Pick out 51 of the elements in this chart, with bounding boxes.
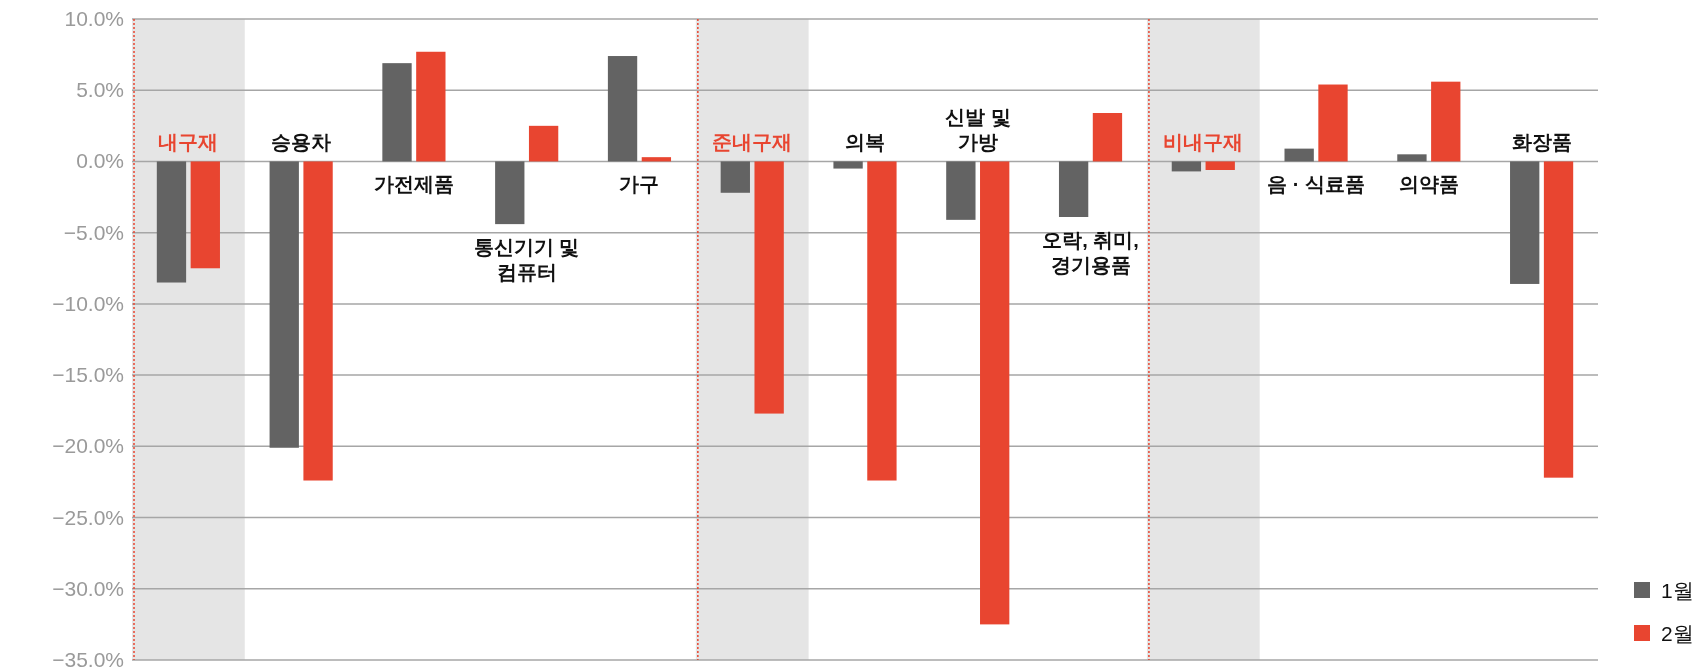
bar: [1205, 161, 1235, 170]
y-tick-label: −10.0%: [52, 291, 124, 315]
y-tick-label: −25.0%: [52, 505, 124, 529]
y-tick-label: −20.0%: [52, 434, 124, 458]
y-tick-label: 0.0%: [76, 149, 124, 173]
bar: [1092, 113, 1123, 162]
legend-label: 2월: [1661, 622, 1694, 645]
y-tick-label: 10.0%: [64, 7, 124, 30]
bar: [754, 161, 784, 414]
bar: [980, 161, 1010, 625]
bar: [641, 157, 672, 162]
x-tick-label: 오락, 취미, 경기용품: [1042, 229, 1139, 276]
legend-label: 1월: [1661, 579, 1694, 602]
bar: [528, 125, 559, 162]
x-tick-label: 신발 및 가방: [944, 106, 1011, 154]
x-tick-label: 준내구재: [712, 131, 793, 154]
x-tick-label: 내구재: [158, 131, 219, 154]
bar: [1284, 148, 1314, 162]
x-tick-label: 통신기기 및 컴퓨터: [473, 236, 580, 284]
x-tick-label: 가구: [619, 173, 660, 196]
bar: [833, 161, 863, 169]
bar: [946, 161, 976, 220]
bar: [156, 161, 187, 283]
bar: [1318, 84, 1348, 162]
bar: [382, 63, 412, 162]
bar: [495, 161, 525, 225]
x-tick-label: 음 · 식료품: [1267, 173, 1365, 196]
x-tick-label: 의복: [845, 131, 885, 154]
x-tick-label: 비내구재: [1163, 131, 1244, 154]
bar: [269, 161, 299, 448]
bar: [607, 56, 638, 162]
bar: [1543, 161, 1574, 478]
bar: [1510, 161, 1540, 284]
x-tick-label: 화장품: [1511, 131, 1572, 154]
bar: [416, 51, 446, 162]
bar: [867, 161, 897, 481]
x-tick-label: 가전제품: [373, 173, 454, 196]
x-tick-label: 의약품: [1398, 173, 1459, 196]
y-tick-label: −35.0%: [52, 648, 124, 671]
bar: [1058, 161, 1089, 217]
bar: [190, 161, 220, 269]
y-tick-label: 5.0%: [76, 78, 124, 102]
bar: [720, 161, 750, 193]
x-tick-label: 승용차: [271, 131, 332, 154]
bar: [1431, 81, 1461, 162]
y-tick-label: −5.0%: [63, 220, 124, 244]
y-tick-label: −30.0%: [52, 576, 124, 600]
bar: [1171, 161, 1202, 172]
y-tick-label: −15.0%: [52, 363, 124, 387]
bar: [303, 161, 333, 481]
bar: [1397, 154, 1427, 162]
